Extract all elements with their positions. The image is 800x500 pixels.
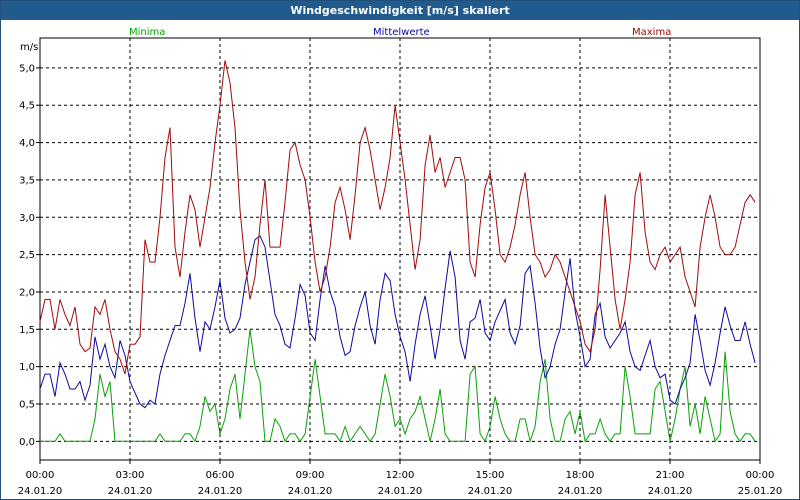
- y-tick-label: 4,5: [19, 101, 35, 112]
- y-tick-label: 1,0: [19, 362, 35, 373]
- x-tick-date: 24.01.20: [648, 486, 693, 497]
- y-tick-label: 5,0: [19, 63, 35, 74]
- series-lines: [39, 60, 756, 444]
- y-tick-label: 4,0: [19, 138, 35, 149]
- x-tick-time: 09:00: [296, 470, 325, 481]
- y-tick-label: 0,0: [19, 437, 35, 448]
- x-tick-time: 06:00: [206, 470, 235, 481]
- y-axis: m/s 0,0 0,5 1,0 1,5 2,0 2,5 3,0 3,5 4,0 4,5 5,0: [19, 42, 40, 448]
- y-tick-label: 3,5: [19, 175, 35, 186]
- y-tick-label: 3,0: [19, 213, 35, 224]
- grid: [40, 38, 760, 460]
- legend-mittelwerte: Mittelwerte: [373, 27, 430, 38]
- x-tick-time: 15:00: [476, 470, 505, 481]
- legend-maxima: Maxima: [632, 27, 671, 38]
- x-tick-date: 25.01.20: [738, 486, 783, 497]
- y-tick-label: 0,5: [19, 399, 35, 410]
- x-tick-date: 24.01.20: [468, 486, 513, 497]
- x-tick-time: 00:00: [26, 470, 55, 481]
- series-maxima-line: [39, 60, 756, 375]
- x-tick-time: 00:00: [746, 470, 775, 481]
- x-tick-time: 12:00: [386, 470, 415, 481]
- y-axis-label: m/s: [20, 42, 38, 53]
- series-mittelwerte-line: [39, 235, 756, 409]
- legend-minima: Minima: [129, 27, 165, 38]
- x-tick-time: 21:00: [656, 470, 685, 481]
- legend: Minima Mittelwerte Maxima: [129, 27, 671, 38]
- x-tick-time: 03:00: [116, 470, 145, 481]
- x-tick-date: 24.01.20: [558, 486, 603, 497]
- y-tick-label: 2,0: [19, 287, 35, 298]
- x-tick-time: 18:00: [566, 470, 595, 481]
- x-tick-date: 24.01.20: [378, 486, 423, 497]
- series-minima-line: [40, 329, 756, 444]
- x-tick-date: 24.01.20: [198, 486, 243, 497]
- x-axis: 00:00 24.01.20 03:00 24.01.20 06:00 24.01.20 0…: [18, 460, 783, 497]
- x-tick-date: 24.01.20: [288, 486, 333, 497]
- chart-title: Windgeschwindigkeit [m/s] skaliert: [1, 1, 799, 20]
- x-tick-date: 24.01.20: [108, 486, 153, 497]
- y-tick-label: 1,5: [19, 325, 35, 336]
- y-tick-label: 2,5: [19, 250, 35, 261]
- x-tick-date: 24.01.20: [18, 486, 63, 497]
